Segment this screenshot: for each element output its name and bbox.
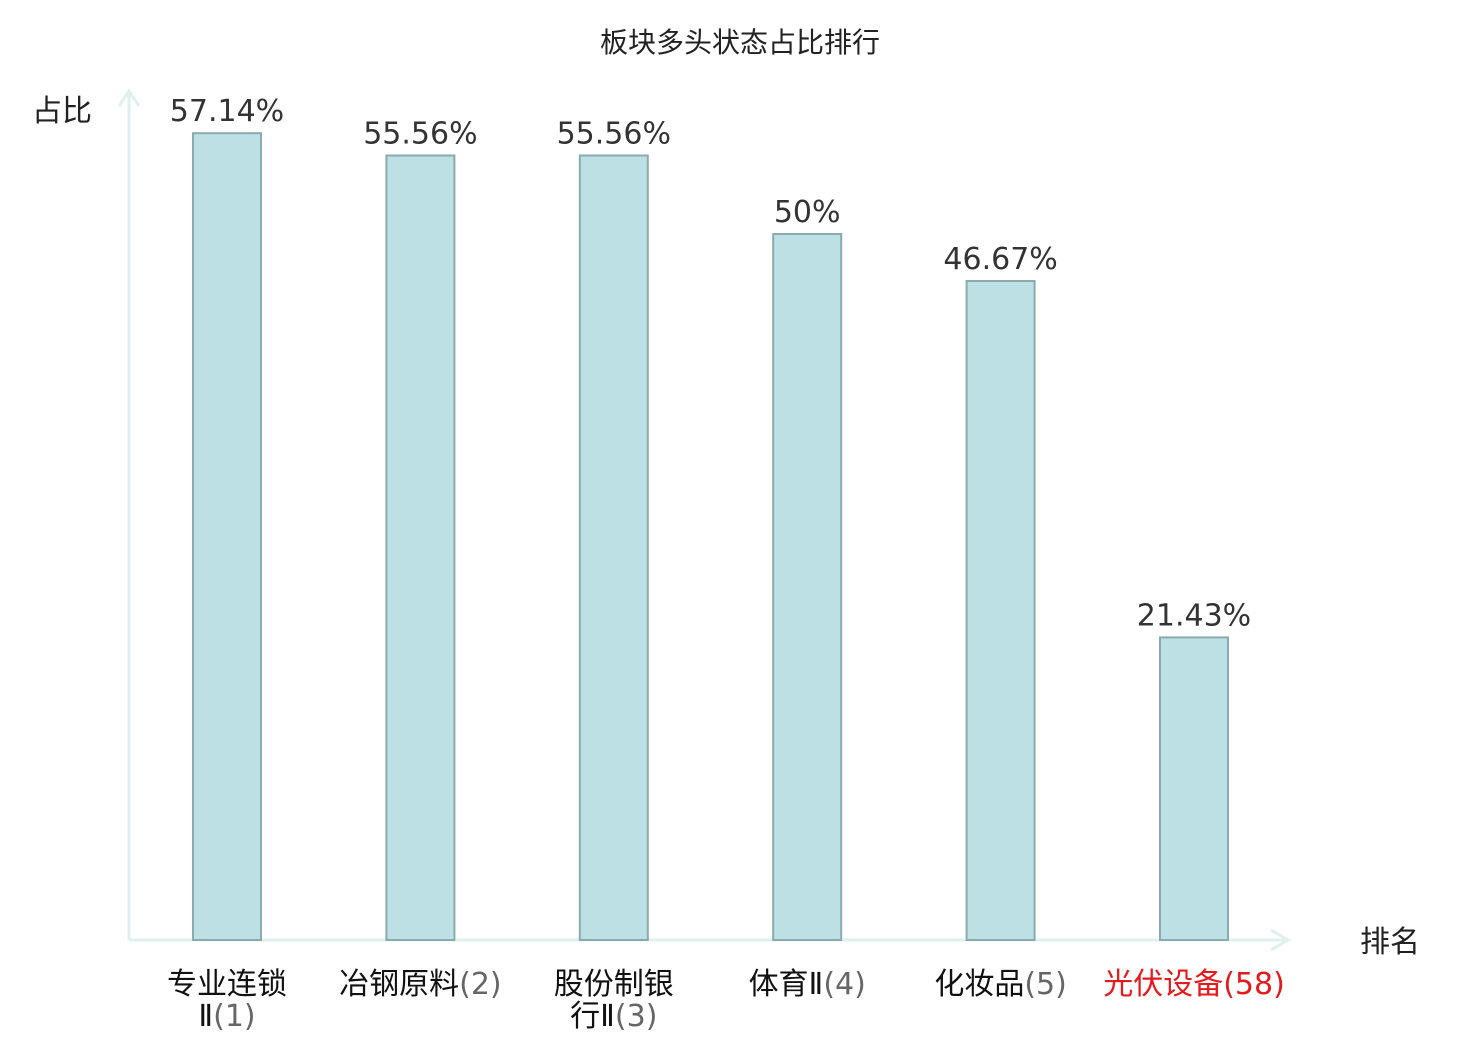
bar [578,154,649,941]
bar [772,233,843,941]
x-tick-label: 光伏设备(58) [1103,967,1285,1002]
x-tick-label: 专业连锁 Ⅱ(1) [167,967,287,1034]
x-tick-label: 股份制银行Ⅱ(3) [554,967,674,1034]
axes [117,88,1291,952]
data-label: 57.14% [170,94,284,129]
data-label: 46.67% [943,242,1057,277]
bars [192,132,1229,941]
bar [965,280,1036,941]
data-label: 55.56% [363,116,477,151]
x-tick-label: 体育Ⅱ(4) [749,967,866,1002]
x-tick-label: 冶钢原料(2) [339,967,502,1002]
data-label: 50% [774,195,841,230]
chart-title: 板块多头状态占比排行 [600,26,880,59]
bar [385,154,456,941]
category-labels: 专业连锁 Ⅱ(1) 冶钢原料(2) 股份制银行Ⅱ(3) 体育Ⅱ(4) 化妆品(5) 光伏设备… [167,967,1285,1034]
bar [1159,636,1229,941]
y-axis-title: 占比 [32,94,92,129]
data-label: 55.56% [557,116,671,151]
bar [192,132,262,941]
y-axis-arrow [117,88,141,107]
x-axis-title: 排名 [1360,925,1420,960]
data-label: 21.43% [1137,598,1251,633]
x-tick-label: 化妆品(5) [934,967,1067,1002]
x-axis-arrow [1270,928,1291,952]
value-labels: 57.14% 55.56% 55.56% 50% 46.67% 21.43% [170,94,1251,633]
